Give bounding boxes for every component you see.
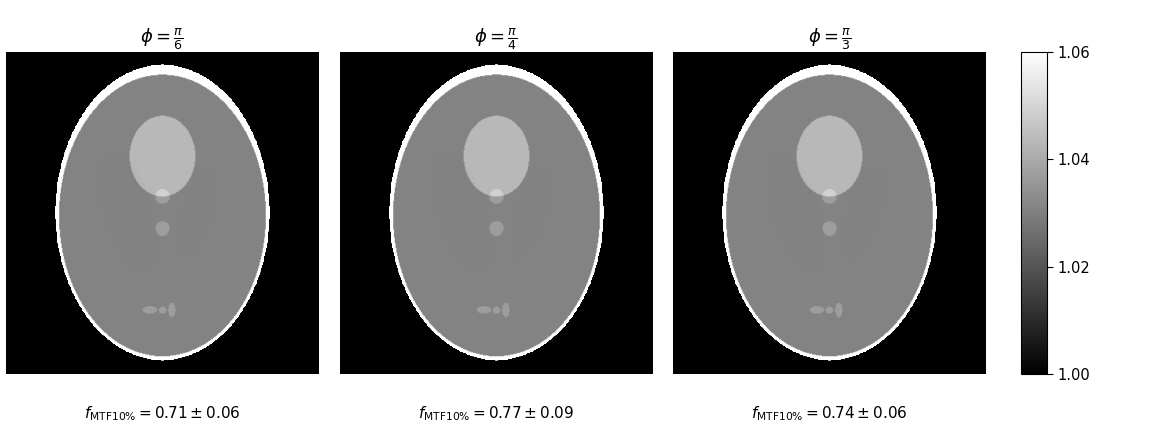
Title: $\phi = \frac{\pi}{4}$: $\phi = \frac{\pi}{4}$ — [474, 26, 518, 52]
Text: $f_{\mathrm{MTF10\%}} = 0.77 \pm 0.09$: $f_{\mathrm{MTF10\%}} = 0.77 \pm 0.09$ — [418, 404, 574, 423]
Title: $\phi = \frac{\pi}{3}$: $\phi = \frac{\pi}{3}$ — [808, 26, 852, 52]
Text: $f_{\mathrm{MTF10\%}} = 0.71 \pm 0.06$: $f_{\mathrm{MTF10\%}} = 0.71 \pm 0.06$ — [84, 404, 240, 423]
Text: $f_{\mathrm{MTF10\%}} = 0.74 \pm 0.06$: $f_{\mathrm{MTF10\%}} = 0.74 \pm 0.06$ — [752, 404, 908, 423]
Title: $\phi = \frac{\pi}{6}$: $\phi = \frac{\pi}{6}$ — [140, 26, 184, 52]
